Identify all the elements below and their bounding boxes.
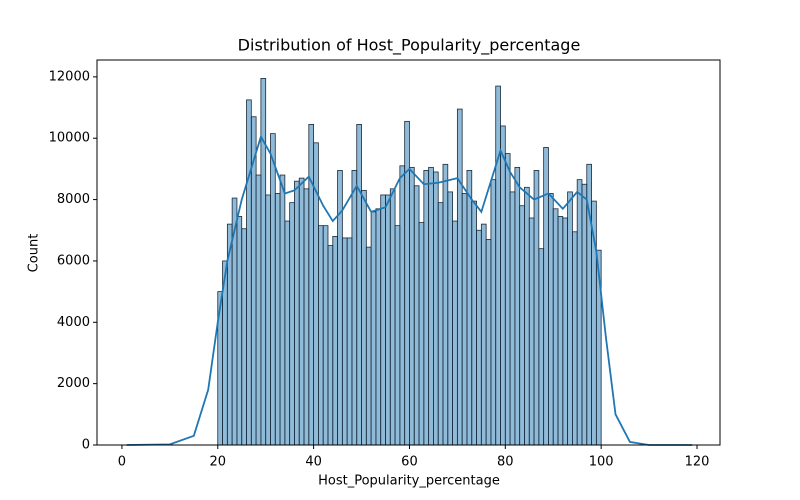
bar bbox=[548, 193, 554, 446]
bar bbox=[476, 229, 482, 446]
x-tick-label: 20 bbox=[209, 455, 226, 470]
bar bbox=[557, 216, 564, 446]
bar bbox=[433, 171, 439, 446]
bar bbox=[370, 211, 377, 446]
x-tick-label: 40 bbox=[305, 455, 322, 470]
bar bbox=[576, 179, 583, 446]
bar bbox=[533, 170, 540, 446]
bar bbox=[418, 222, 425, 446]
bar bbox=[413, 185, 420, 446]
bar bbox=[495, 85, 501, 446]
bar bbox=[308, 124, 315, 446]
bar bbox=[389, 188, 396, 446]
bar bbox=[327, 245, 334, 446]
bar bbox=[528, 217, 535, 446]
bar bbox=[375, 208, 382, 446]
bar bbox=[567, 191, 573, 446]
bar bbox=[356, 124, 362, 446]
bar bbox=[562, 217, 569, 446]
y-tick-label: 8000 bbox=[57, 192, 90, 207]
bar bbox=[318, 225, 324, 446]
bar bbox=[452, 220, 458, 446]
bar bbox=[394, 225, 401, 446]
bar bbox=[490, 179, 497, 446]
x-tick-label: 60 bbox=[401, 455, 418, 470]
bar bbox=[255, 174, 262, 446]
bar bbox=[236, 216, 243, 446]
plot-frame bbox=[96, 59, 721, 446]
bar bbox=[456, 108, 463, 446]
y-tick-label: 12000 bbox=[49, 69, 90, 84]
bar bbox=[341, 237, 348, 446]
bar bbox=[409, 166, 415, 446]
x-tick-label: 80 bbox=[497, 455, 514, 470]
bar bbox=[538, 248, 545, 446]
y-tick-label: 0 bbox=[82, 438, 90, 453]
y-tick-label: 2000 bbox=[57, 376, 90, 391]
x-axis-label: Host_Popularity_percentage bbox=[318, 474, 500, 489]
bar bbox=[361, 189, 367, 446]
bar bbox=[294, 180, 300, 446]
y-tick-label: 4000 bbox=[57, 315, 90, 330]
bar bbox=[322, 225, 329, 446]
bar bbox=[504, 153, 511, 446]
bar bbox=[246, 99, 252, 446]
bar bbox=[543, 147, 549, 446]
bar bbox=[480, 223, 487, 446]
bar bbox=[260, 78, 267, 446]
bar bbox=[552, 208, 559, 446]
bar bbox=[265, 194, 271, 446]
bar bbox=[346, 237, 353, 446]
y-tick-label: 6000 bbox=[57, 253, 90, 268]
x-tick-label: 0 bbox=[118, 455, 126, 470]
bar bbox=[399, 165, 406, 446]
bar bbox=[423, 170, 430, 446]
bar bbox=[571, 231, 578, 446]
bar bbox=[270, 133, 276, 446]
bar bbox=[524, 186, 530, 446]
bar bbox=[509, 191, 516, 446]
bar bbox=[581, 183, 588, 446]
y-axis-label: Count bbox=[27, 234, 42, 273]
bar bbox=[365, 246, 372, 446]
bar bbox=[437, 202, 444, 446]
bar bbox=[274, 193, 281, 446]
bar bbox=[351, 170, 358, 446]
y-tick-label: 10000 bbox=[49, 131, 90, 146]
bar bbox=[428, 166, 434, 446]
bar bbox=[471, 200, 477, 446]
bar bbox=[279, 174, 286, 446]
bar bbox=[500, 125, 506, 446]
bar bbox=[303, 188, 310, 446]
bar bbox=[289, 202, 295, 446]
bar bbox=[447, 191, 453, 446]
bar bbox=[298, 177, 305, 446]
bar bbox=[466, 170, 473, 446]
bar bbox=[380, 194, 386, 446]
kde-line bbox=[126, 134, 693, 446]
bar bbox=[284, 220, 291, 446]
bar bbox=[332, 235, 338, 446]
bar bbox=[461, 193, 468, 446]
chart-title: Distribution of Host_Popularity_percenta… bbox=[238, 36, 581, 56]
bar bbox=[385, 194, 391, 446]
bar bbox=[519, 205, 525, 446]
x-tick-label: 120 bbox=[685, 455, 710, 470]
bar bbox=[485, 239, 492, 446]
bar bbox=[514, 166, 521, 446]
x-tick-label: 100 bbox=[589, 455, 614, 470]
bar bbox=[241, 228, 247, 446]
bar bbox=[442, 163, 449, 446]
